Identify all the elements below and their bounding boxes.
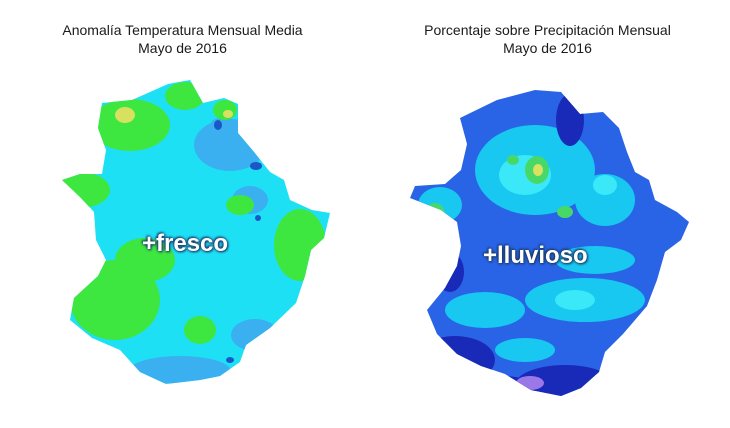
temperature-map-title: Anomalía Temperatura Mensual Media <box>62 22 303 38</box>
precipitation-percentage-map <box>410 90 689 396</box>
precipitation-percentage-panel: Porcentaje sobre Precipitación Mensual M… <box>365 0 730 428</box>
precipitation-map-date: Mayo de 2016 <box>503 40 592 56</box>
precipitation-overlay-label: +lluvioso <box>483 242 588 269</box>
temperature-anomaly-panel: Anomalía Temperatura Mensual Media Mayo … <box>62 22 330 384</box>
temperature-anomaly-map <box>62 80 330 384</box>
temperature-map-date: Mayo de 2016 <box>138 40 227 56</box>
precipitation-map-title: Porcentaje sobre Precipitación Mensual <box>424 22 671 38</box>
temperature-overlay-label: +fresco <box>142 230 229 257</box>
